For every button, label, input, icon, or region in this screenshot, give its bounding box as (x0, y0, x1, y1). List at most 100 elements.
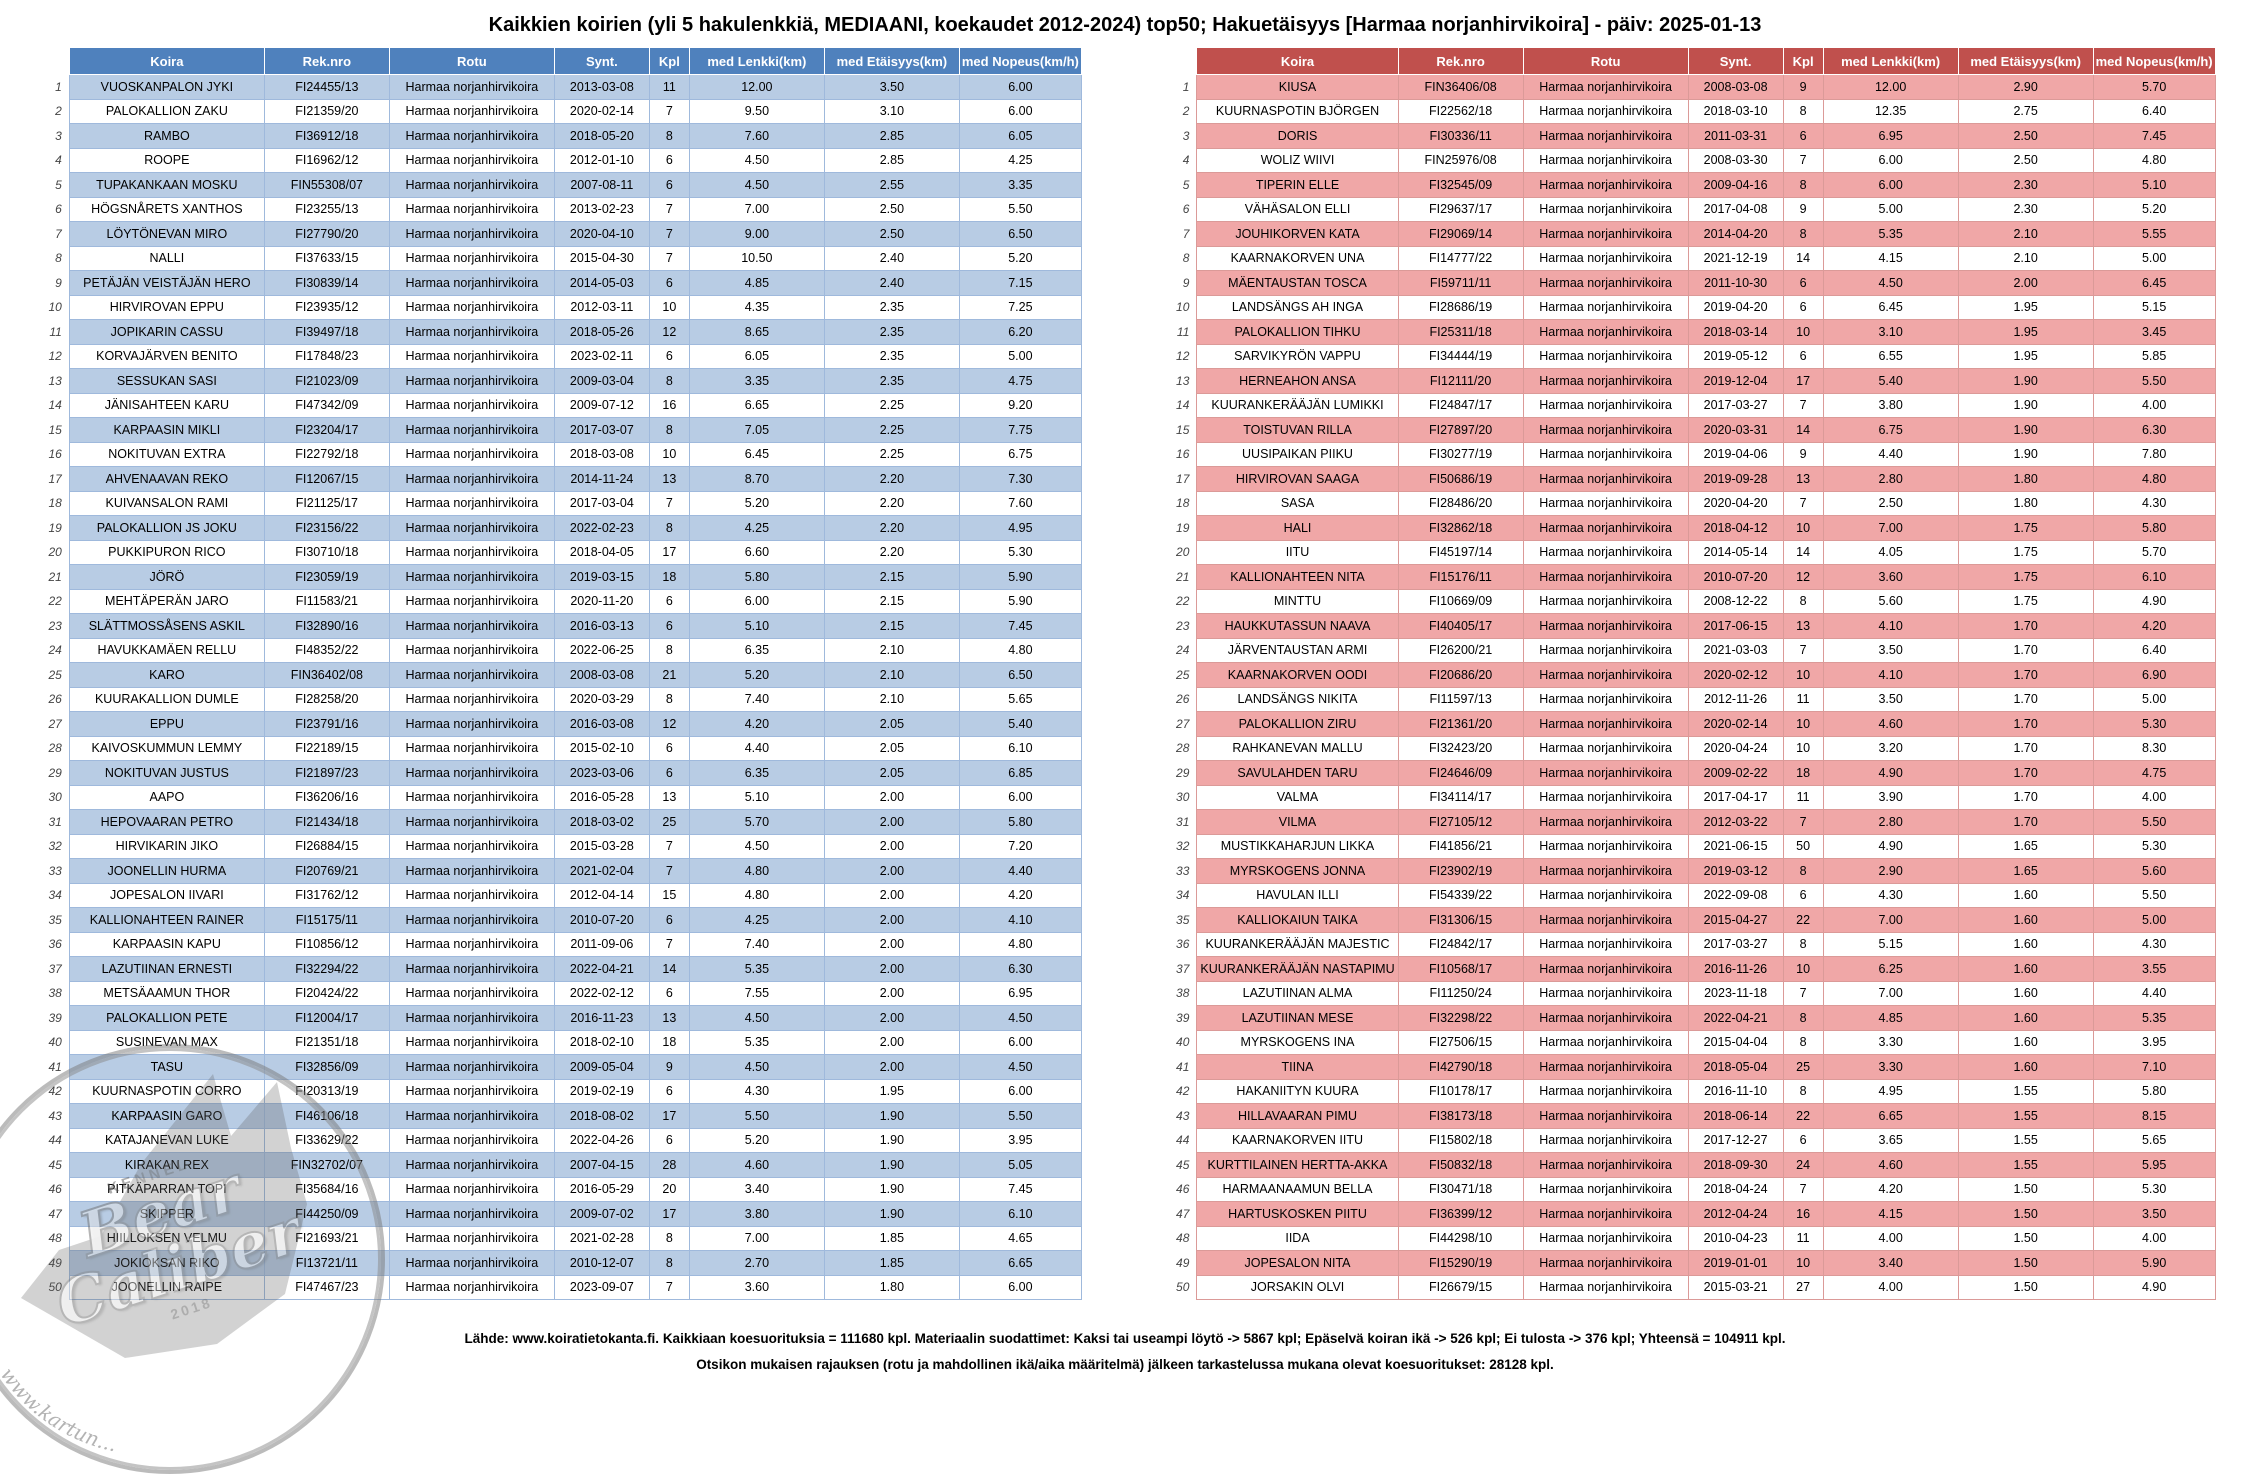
row-rank: 17 (34, 466, 70, 491)
table-row: 16 NOKITUVAN EXTRA FI22792/18 Harmaa norjan… (34, 441, 1082, 467)
table-row: 45 KIRAKAN REX FIN32702/07 Harmaa norjanhir… (34, 1152, 1082, 1178)
count-kpl: 10 (648, 294, 690, 320)
row-rank: 48 (34, 1226, 70, 1251)
breed: Harmaa norjanhirvikoira (1522, 319, 1689, 345)
table-row: 16 UUSIPAIKAN PIIKU FI30277/19 Harmaa norja… (1161, 441, 2216, 467)
reg-number: FI21351/18 (263, 1029, 390, 1055)
med-nopeus: 5.70 (2092, 539, 2216, 565)
breed: Harmaa norjanhirvikoira (1522, 564, 1689, 590)
table-row: 8 NALLI FI37633/15 Harmaa norjanhirvikoira 2… (34, 245, 1082, 271)
dog-name: KARPAASIN MIKLI (68, 417, 265, 443)
count-kpl: 17 (648, 539, 690, 565)
count-kpl: 8 (1782, 172, 1824, 198)
tables-container: Koira Rek.nro Rotu Synt. Kpl med Lenkki(km) me… (0, 47, 2250, 1300)
row-rank: 45 (34, 1152, 70, 1177)
row-rank: 18 (1161, 491, 1197, 516)
reg-number: FI15175/11 (263, 907, 390, 933)
dog-name: MÄENTAUSTAN TOSCA (1196, 270, 1399, 296)
med-lenkki: 6.25 (1822, 956, 1959, 982)
birth-date: 2019-01-01 (1687, 1250, 1784, 1276)
footer-source-line: Lähde: www.koiratietokanta.fi. Kaikkiaan… (464, 1331, 1786, 1346)
med-etaisyys: 1.60 (1957, 956, 2094, 982)
breed: Harmaa norjanhirvikoira (1522, 1005, 1689, 1031)
count-kpl: 8 (648, 515, 690, 541)
table-row: 44 KAARNAKORVEN IITU FI15802/18 Harmaa norj… (1161, 1127, 2216, 1153)
count-kpl: 10 (1782, 735, 1824, 761)
row-rank: 34 (1161, 883, 1197, 908)
birth-date: 2019-03-15 (553, 564, 650, 590)
med-lenkki: 5.70 (688, 809, 825, 835)
med-etaisyys: 2.35 (823, 294, 960, 320)
dog-name: HIRVIROVAN EPPU (68, 294, 265, 320)
birth-date: 2011-09-06 (553, 931, 650, 957)
reg-number: FI21434/18 (263, 809, 390, 835)
birth-date: 2022-04-26 (553, 1127, 650, 1153)
birth-date: 2009-05-04 (553, 1054, 650, 1080)
med-lenkki: 3.50 (1822, 686, 1959, 712)
reg-number: FI13721/11 (263, 1250, 390, 1276)
breed: Harmaa norjanhirvikoira (388, 1103, 555, 1129)
breed: Harmaa norjanhirvikoira (1522, 343, 1689, 369)
birth-date: 2020-03-29 (553, 686, 650, 712)
birth-date: 2016-11-23 (553, 1005, 650, 1031)
table-row: 43 HILLAVAARAN PIMU FI38173/18 Harmaa norja… (1161, 1103, 2216, 1129)
birth-date: 2018-03-08 (553, 441, 650, 467)
med-nopeus: 4.90 (2092, 588, 2216, 614)
med-etaisyys: 3.50 (823, 74, 960, 100)
med-lenkki: 5.35 (688, 956, 825, 982)
med-nopeus: 6.00 (958, 74, 1082, 100)
med-nopeus: 4.00 (2092, 1225, 2216, 1251)
row-rank: 37 (34, 956, 70, 981)
med-nopeus: 5.20 (958, 245, 1082, 271)
med-lenkki: 3.40 (1822, 1250, 1959, 1276)
med-lenkki: 4.30 (1822, 882, 1959, 908)
med-nopeus: 4.80 (958, 637, 1082, 663)
med-lenkki: 6.35 (688, 760, 825, 786)
med-nopeus: 6.00 (958, 1029, 1082, 1055)
reg-number: FI39497/18 (263, 319, 390, 345)
med-nopeus: 5.50 (2092, 809, 2216, 835)
reg-number: FI33629/22 (263, 1127, 390, 1153)
count-kpl: 6 (648, 147, 690, 173)
med-lenkki: 4.50 (1822, 270, 1959, 296)
table-row: 48 IIDA FI44298/10 Harmaa norjanhirvikoira 2… (1161, 1225, 2216, 1251)
count-kpl: 50 (1782, 833, 1824, 859)
row-rank: 9 (34, 270, 70, 295)
row-rank: 41 (1161, 1054, 1197, 1079)
count-kpl: 10 (1782, 662, 1824, 688)
birth-date: 2010-12-07 (553, 1250, 650, 1276)
breed: Harmaa norjanhirvikoira (388, 466, 555, 492)
table-row: 18 KUIVANSALON RAMI FI21125/17 Harmaa norja… (34, 490, 1082, 516)
column-header: Rotu (1522, 47, 1689, 75)
med-nopeus: 6.00 (958, 784, 1082, 810)
breed: Harmaa norjanhirvikoira (388, 735, 555, 761)
column-header: Koira (1196, 47, 1399, 75)
table-row: 26 KUURAKALLION DUMLE FI28258/20 Harmaa nor… (34, 686, 1082, 712)
med-nopeus: 6.10 (958, 1201, 1082, 1227)
count-kpl: 9 (1782, 74, 1824, 100)
breed: Harmaa norjanhirvikoira (388, 1054, 555, 1080)
count-kpl: 6 (1782, 1127, 1824, 1153)
birth-date: 2015-04-04 (1687, 1029, 1784, 1055)
reg-number: FI42790/18 (1397, 1054, 1524, 1080)
row-rank: 13 (34, 368, 70, 393)
column-header: med Nopeus(km/h) (958, 47, 1082, 75)
dog-name: TASU (68, 1054, 265, 1080)
reg-number: FI45197/14 (1397, 539, 1524, 565)
birth-date: 2019-04-06 (1687, 441, 1784, 467)
birth-date: 2012-01-10 (553, 147, 650, 173)
med-nopeus: 7.25 (958, 294, 1082, 320)
birth-date: 2017-04-08 (1687, 196, 1784, 222)
table-row: 12 SARVIKYRÖN VAPPU FI34444/19 Harmaa norja… (1161, 343, 2216, 369)
footer-filter-line: Otsikon mukaisen rajauksen (rotu ja mahd… (696, 1356, 1554, 1372)
row-rank: 43 (1161, 1103, 1197, 1128)
count-kpl: 8 (648, 686, 690, 712)
breed: Harmaa norjanhirvikoira (1522, 441, 1689, 467)
dog-name: PALOKALLION JS JOKU (68, 515, 265, 541)
med-nopeus: 5.05 (958, 1152, 1082, 1178)
med-nopeus: 4.90 (2092, 1274, 2216, 1300)
birth-date: 2016-11-26 (1687, 956, 1784, 982)
birth-date: 2018-03-10 (1687, 98, 1784, 124)
breed: Harmaa norjanhirvikoira (388, 858, 555, 884)
med-nopeus: 7.30 (958, 466, 1082, 492)
